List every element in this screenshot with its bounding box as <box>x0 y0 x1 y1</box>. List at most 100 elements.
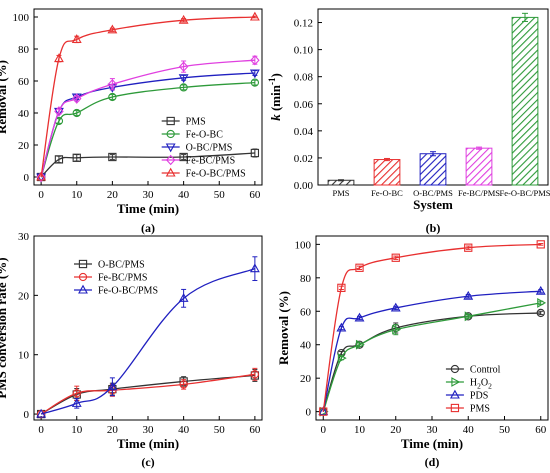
legend-marker <box>78 284 88 294</box>
panel-a-removal-chart: 0 10 20 30 40 50 60 0 20 40 60 80 100 Time (min) Remov… <box>0 8 263 235</box>
series-fe-bc-pms <box>36 367 260 419</box>
data-point <box>72 389 81 398</box>
data-point <box>108 92 117 102</box>
x-tick-label: 40 <box>463 424 475 436</box>
series-line <box>40 16 255 178</box>
series-pds <box>318 285 546 416</box>
data-point <box>107 24 118 34</box>
data-point <box>178 61 189 72</box>
series-line <box>40 81 255 178</box>
series-line <box>40 59 255 178</box>
data-point <box>464 311 474 322</box>
legend-label: Fe-BC/PMS <box>186 156 235 167</box>
x-tick-label: 40 <box>178 424 190 436</box>
data-point <box>355 263 364 272</box>
y-tick-label: 10 <box>18 350 30 362</box>
panel-label: (d) <box>425 455 440 469</box>
series-pms <box>36 148 260 182</box>
legend-label: O-BC/PMS <box>186 143 233 154</box>
x-tick-label: 50 <box>214 424 226 436</box>
data-point <box>108 152 117 162</box>
y-axis-title: k (min-1) <box>267 73 283 121</box>
data-point <box>535 285 546 295</box>
legend-item-pds: PDS <box>445 389 488 402</box>
legend-marker <box>449 389 460 399</box>
y-tick-label: 0.08 <box>294 72 314 84</box>
series-fe-bc-pms <box>36 54 260 183</box>
data-point <box>72 108 81 118</box>
y-tick-label: 0 <box>306 407 312 419</box>
x-tick-label: 30 <box>427 424 439 436</box>
plot-frame <box>315 235 549 421</box>
legend-label: Fe-O-BC/PMS <box>98 286 158 297</box>
y-tick-label: 0 <box>24 409 30 421</box>
x-tick-label: 20 <box>107 189 119 201</box>
x-tick-label: Fe-O-BC <box>371 188 403 198</box>
legend-label: PMS <box>186 117 206 128</box>
legend-marker <box>450 364 460 374</box>
y-tick-label: 0.00 <box>294 180 314 192</box>
data-point <box>337 353 347 364</box>
legend-label: Fe-O-BC/PMS <box>186 169 246 180</box>
legend-item-o-bc-pms: O-BC/PMS <box>161 143 233 154</box>
y-axis-title: Removal (%) <box>0 60 9 134</box>
x-tick-label: 60 <box>249 189 261 201</box>
legend-marker <box>166 129 175 139</box>
panel-label: (b) <box>426 221 441 235</box>
series-control <box>319 308 545 416</box>
data-point <box>249 11 260 21</box>
legend-item-fe-o-bc-pms: Fe-O-BC/PMS <box>161 167 246 180</box>
y-tick-label: 20 <box>18 140 30 152</box>
y-tick-label: 60 <box>300 306 312 318</box>
x-tick-label: 20 <box>107 424 119 436</box>
y-tick-label: 0.12 <box>294 18 313 30</box>
panel-label: (a) <box>141 221 155 235</box>
legend-label: H2O2 <box>470 378 492 391</box>
x-tick-label: 10 <box>71 189 83 201</box>
data-point <box>390 302 401 312</box>
x-tick-label: O-BC/PMS <box>413 188 453 198</box>
data-point <box>54 53 64 63</box>
series-line <box>40 152 255 178</box>
x-axis-title: System <box>413 197 453 212</box>
y-axis-title: PMS conversion rate (%) <box>0 257 9 398</box>
data-point <box>179 380 188 389</box>
x-tick-label: 50 <box>499 424 511 436</box>
legend-label: Fe-O-BC <box>186 130 224 141</box>
legend: O-BC/PMS Fe-BC/PMS Fe-O-BC/PMS <box>74 260 158 297</box>
legend-label: O-BC/PMS <box>98 260 145 271</box>
x-tick-label: Fe-BC/PMS <box>458 188 500 198</box>
series-fe-o-bc <box>36 78 260 182</box>
data-point <box>54 155 64 164</box>
data-point <box>319 407 328 416</box>
panel-label: (c) <box>141 455 154 469</box>
y-tick-label: 60 <box>18 76 30 88</box>
legend-item-pms: PMS <box>445 404 490 415</box>
x-tick-label: 50 <box>214 189 226 201</box>
data-point <box>72 93 82 104</box>
y-axis-title: Removal (%) <box>276 291 291 365</box>
panel-b-rate-constant-chart: 0.00 0.02 0.04 0.06 0.08 0.10 0.12 PMS Fe-O-BC O-… <box>267 8 550 235</box>
legend-item-control: Control <box>445 364 501 376</box>
data-point <box>355 339 365 350</box>
y-tick-label: 0.04 <box>294 126 314 138</box>
data-point <box>337 283 346 293</box>
legend-label: PMS <box>470 404 490 415</box>
bar-fe-o-bc <box>373 159 401 186</box>
data-point <box>464 243 473 252</box>
y-tick-label: 0.02 <box>294 153 313 165</box>
data-point <box>336 322 347 332</box>
legend-marker <box>166 116 175 126</box>
legend-label: Control <box>470 365 501 376</box>
legend-item-fe-o-bc-pms: Fe-O-BC/PMS <box>74 284 158 297</box>
y-tick-label: 0 <box>24 172 30 184</box>
x-tick-label: 20 <box>390 424 402 436</box>
x-tick-label: Fe-O-BC/PMS <box>499 188 550 198</box>
data-point <box>36 171 46 183</box>
data-point <box>249 263 260 273</box>
x-tick-label: 60 <box>249 424 261 436</box>
data-point <box>463 290 474 300</box>
panel-d-oxidant-removal-chart: 0 10 20 30 40 50 60 0 20 40 60 80 100 Time (min) Remov… <box>276 235 549 469</box>
data-point <box>107 78 118 90</box>
